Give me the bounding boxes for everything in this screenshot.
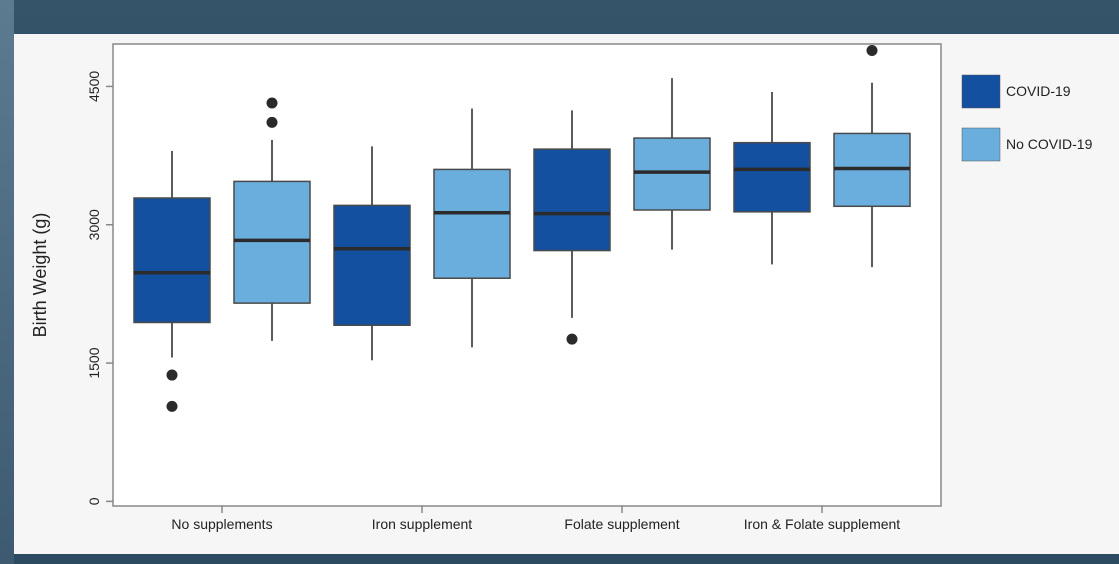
box-plot-item xyxy=(233,97,311,341)
x-axis: No supplements Iron supplement Folate supp… xyxy=(171,506,900,532)
outlier-point xyxy=(166,369,178,381)
y-tick-label: 3000 xyxy=(86,209,102,240)
y-axis: 0 1500 3000 4500 xyxy=(86,71,113,505)
box-iqr xyxy=(733,141,811,213)
x-category-label: Folate supplement xyxy=(564,516,679,532)
box-iqr xyxy=(433,168,511,279)
x-category-label: Iron & Folate supplement xyxy=(744,516,901,532)
box-plot-item xyxy=(633,78,711,250)
box-plot-item xyxy=(333,146,411,361)
outlier-point xyxy=(166,400,178,412)
box-plot-item xyxy=(533,110,611,345)
outlier-point xyxy=(266,116,278,128)
box-iqr xyxy=(233,180,311,304)
legend-swatch xyxy=(961,74,1001,109)
legend: COVID-19 No COVID-19 xyxy=(961,74,1093,162)
y-tick-label: 0 xyxy=(86,497,102,505)
outlier-point xyxy=(566,333,578,345)
box-plot-item xyxy=(433,108,511,348)
box-iqr xyxy=(333,204,411,327)
box-plot-item xyxy=(133,150,211,412)
box-plot-item xyxy=(733,91,811,265)
outlier-point xyxy=(266,97,278,109)
x-category-label: No supplements xyxy=(171,516,272,532)
box-plot-item xyxy=(833,44,911,268)
y-axis-title: Birth Weight (g) xyxy=(30,213,50,338)
outlier-point xyxy=(866,44,878,56)
legend-label: No COVID-19 xyxy=(1006,136,1093,152)
box-series-group xyxy=(133,44,911,412)
box-iqr xyxy=(633,137,711,211)
x-category-label: Iron supplement xyxy=(372,516,473,532)
y-tick-label: 4500 xyxy=(86,71,102,102)
slide-left-strip xyxy=(0,0,14,564)
legend-swatch xyxy=(961,127,1001,162)
box-iqr xyxy=(533,148,611,252)
y-tick-label: 1500 xyxy=(86,347,102,378)
box-iqr xyxy=(133,197,211,324)
legend-label: COVID-19 xyxy=(1006,83,1071,99)
